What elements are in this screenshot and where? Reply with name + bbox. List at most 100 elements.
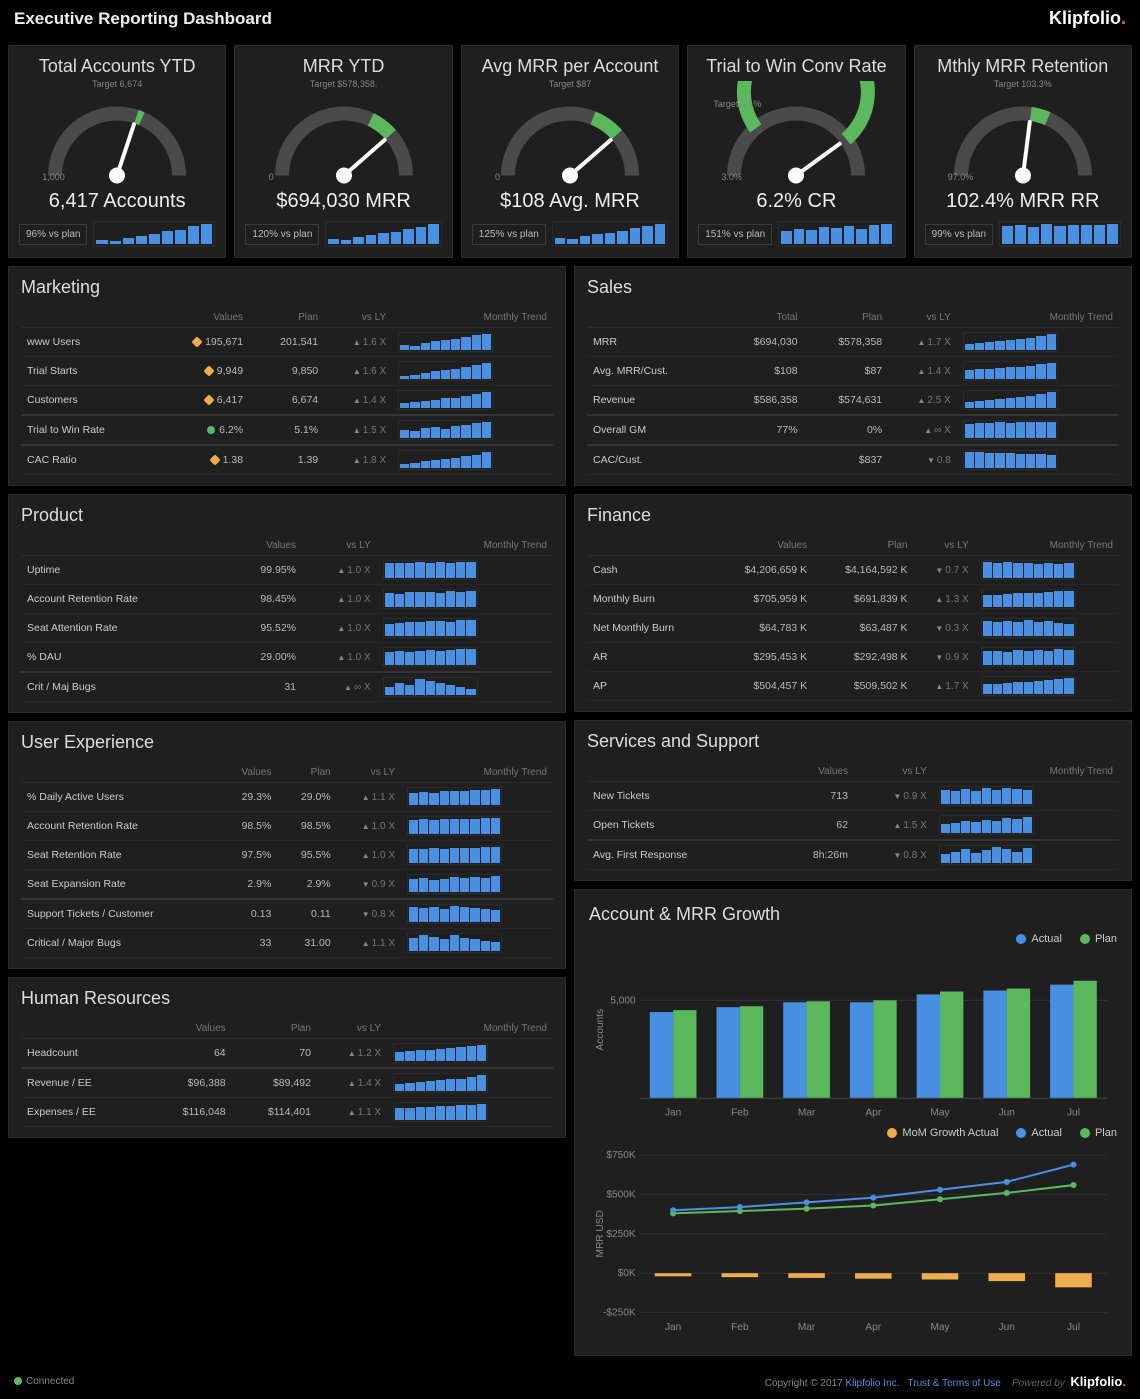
gauge-title: Total Accounts YTD [19,56,215,77]
marketing-card: Marketing ValuesPlanvs LYMonthly Trend w… [8,266,566,486]
table-row[interactable]: Support Tickets / Customer 0.13 0.11 0.8… [21,899,553,929]
table-row[interactable]: Seat Expansion Rate 2.9% 2.9% 0.9 X [21,870,553,900]
product-table: Valuesvs LYMonthly Trend Uptime 99.95% 1… [21,536,553,702]
table-row[interactable]: New Tickets 713 0.9 X [587,782,1119,811]
hr-table: ValuesPlanvs LYMonthly Trend Headcount 6… [21,1019,553,1127]
svg-text:Feb: Feb [731,1107,749,1118]
accounts-bar-chart: Accounts5,000JanFebMarAprMayJunJul [589,951,1117,1127]
table-row[interactable]: Avg. First Response 8h:26m 0.8 X [587,840,1119,870]
gauge-value: 6.2% CR [698,190,894,213]
ux-card: User Experience ValuesPlanvs LYMonthly T… [8,721,566,969]
brand-logo: Klipfolio. [1049,8,1126,29]
svg-text:Mar: Mar [798,1107,816,1118]
vs-plan-badge: 99% vs plan [925,224,993,245]
gauge-chart: Target 6,674 1,000 [32,81,202,186]
table-row[interactable]: www Users 195,671 201,541 1.6 X [21,328,553,357]
svg-text:May: May [930,1321,950,1332]
table-row[interactable]: % DAU 29.00% 1.0 X [21,643,553,673]
table-row[interactable]: Crit / Maj Bugs 31 ∞ X [21,672,553,702]
table-row[interactable]: % Daily Active Users 29.3% 29.0% 1.1 X [21,783,553,812]
table-row[interactable]: Trial Starts 9,949 9,850 1.6 X [21,357,553,386]
table-row[interactable]: Critical / Major Bugs 33 31.00 1.1 X [21,929,553,958]
svg-text:May: May [930,1107,950,1118]
table-row[interactable]: Revenue / EE $96,388 $89,492 1.4 X [21,1068,553,1098]
table-row[interactable]: Net Monthly Burn $64,783 K $63,487 K 0.3… [587,614,1119,643]
gauge-panel-1[interactable]: MRR YTD Target $578,358. 0 $694,030 MRR … [234,45,452,258]
product-card: Product Valuesvs LYMonthly Trend Uptime … [8,494,566,713]
table-row[interactable]: Uptime 99.95% 1.0 X [21,556,553,585]
sales-card: Sales TotalPlanvs LYMonthly Trend MRR $6… [574,266,1132,486]
table-row[interactable]: Expenses / EE $116,048 $114,401 1.1 X [21,1098,553,1127]
gauge-title: Mthly MRR Retention [925,56,1121,77]
sales-table: TotalPlanvs LYMonthly Trend MRR $694,030… [587,308,1119,475]
legend-top: ActualPlan [589,933,1117,945]
company-link[interactable]: Klipfolio Inc. [845,1378,899,1389]
table-row[interactable]: Trial to Win Rate 6.2% 5.1% 1.5 X [21,415,553,445]
gauge-panel-3[interactable]: Trial to Win Conv Rate Target 4.1% 3.0% … [687,45,905,258]
table-row[interactable]: Avg. MRR/Cust. $108 $87 1.4 X [587,357,1119,386]
services-card: Services and Support Valuesvs LYMonthly … [574,720,1132,881]
table-row[interactable]: Overall GM 77% 0% ∞ X [587,415,1119,445]
table-row[interactable]: Cash $4,206,659 K $4,164,592 K 0.7 X [587,556,1119,585]
gauge-panel-2[interactable]: Avg MRR per Account Target $87 0 $108 Av… [461,45,679,258]
table-row[interactable]: CAC/Cust. $837 0.8 [587,445,1119,475]
trust-link[interactable]: Trust & Terms of Use [908,1378,1001,1389]
gauge-row: Total Accounts YTD Target 6,674 1,000 6,… [0,37,1140,266]
svg-text:$750K: $750K [606,1150,636,1161]
topbar: Executive Reporting Dashboard Klipfolio. [0,0,1140,37]
svg-text:Jun: Jun [999,1107,1015,1118]
gauge-title: Trial to Win Conv Rate [698,56,894,77]
growth-chart-card: Account & MRR Growth ActualPlan Accounts… [574,889,1132,1356]
vs-plan-badge: 151% vs plan [698,224,772,245]
marketing-title: Marketing [21,277,553,298]
mrr-line-chart: MRR USD-$250K$0K$250K$500K$750KJanFebMar… [589,1145,1117,1341]
table-row[interactable]: Monthly Burn $705,959 K $691,839 K 1.3 X [587,585,1119,614]
footer: Connected Copyright © 2017 Klipfolio Inc… [0,1364,1140,1399]
services-title: Services and Support [587,731,1119,752]
table-row[interactable]: Open Tickets 62 1.5 X [587,811,1119,841]
svg-text:Apr: Apr [865,1321,881,1332]
gauge-value: $694,030 MRR [245,190,441,213]
growth-title: Account & MRR Growth [589,904,1117,925]
vs-plan-badge: 96% vs plan [19,224,87,245]
svg-text:Accounts: Accounts [595,1009,606,1051]
legend-bottom: MoM Growth ActualActualPlan [589,1127,1117,1139]
svg-text:Jan: Jan [665,1107,681,1118]
page-title: Executive Reporting Dashboard [14,9,272,29]
svg-text:Jul: Jul [1067,1321,1080,1332]
finance-title: Finance [587,505,1119,526]
svg-text:Jan: Jan [665,1321,681,1332]
gauge-chart: Target $87 0 [485,81,655,186]
svg-text:-$250K: -$250K [603,1307,636,1318]
svg-text:Feb: Feb [731,1321,749,1332]
ux-title: User Experience [21,732,553,753]
table-row[interactable]: CAC Ratio 1.38 1.39 1.8 X [21,445,553,475]
table-row[interactable]: Customers 6,417 6,674 1.4 X [21,386,553,416]
gauge-panel-4[interactable]: Mthly MRR Retention Target 103.3% 97.0% … [914,45,1132,258]
table-row[interactable]: Seat Retention Rate 97.5% 95.5% 1.0 X [21,841,553,870]
hr-title: Human Resources [21,988,553,1009]
finance-table: ValuesPlanvs LYMonthly Trend Cash $4,206… [587,536,1119,701]
vs-plan-badge: 125% vs plan [472,224,546,245]
gauge-value: $108 Avg. MRR [472,190,668,213]
gauge-title: MRR YTD [245,56,441,77]
vs-plan-badge: 120% vs plan [245,224,319,245]
gauge-panel-0[interactable]: Total Accounts YTD Target 6,674 1,000 6,… [8,45,226,258]
table-row[interactable]: MRR $694,030 $578,358 1.7 X [587,328,1119,357]
svg-text:Apr: Apr [865,1107,881,1118]
ux-table: ValuesPlanvs LYMonthly Trend % Daily Act… [21,763,553,958]
table-row[interactable]: Revenue $586,358 $574,631 2.5 X [587,386,1119,416]
finance-card: Finance ValuesPlanvs LYMonthly Trend Cas… [574,494,1132,712]
svg-text:5,000: 5,000 [610,995,636,1006]
table-row[interactable]: AP $504,457 K $509,502 K 1.7 X [587,672,1119,701]
marketing-table: ValuesPlanvs LYMonthly Trend www Users 1… [21,308,553,475]
table-row[interactable]: Account Retention Rate 98.45% 1.0 X [21,585,553,614]
svg-text:$500K: $500K [606,1189,636,1200]
svg-text:$0K: $0K [618,1268,636,1279]
table-row[interactable]: Headcount 64 70 1.2 X [21,1039,553,1069]
table-row[interactable]: AR $295,453 K $292,498 K 0.9 X [587,643,1119,672]
svg-text:MRR USD: MRR USD [595,1210,606,1257]
hr-card: Human Resources ValuesPlanvs LYMonthly T… [8,977,566,1138]
table-row[interactable]: Seat Attention Rate 95.52% 1.0 X [21,614,553,643]
table-row[interactable]: Account Retention Rate 98.5% 98.5% 1.0 X [21,812,553,841]
